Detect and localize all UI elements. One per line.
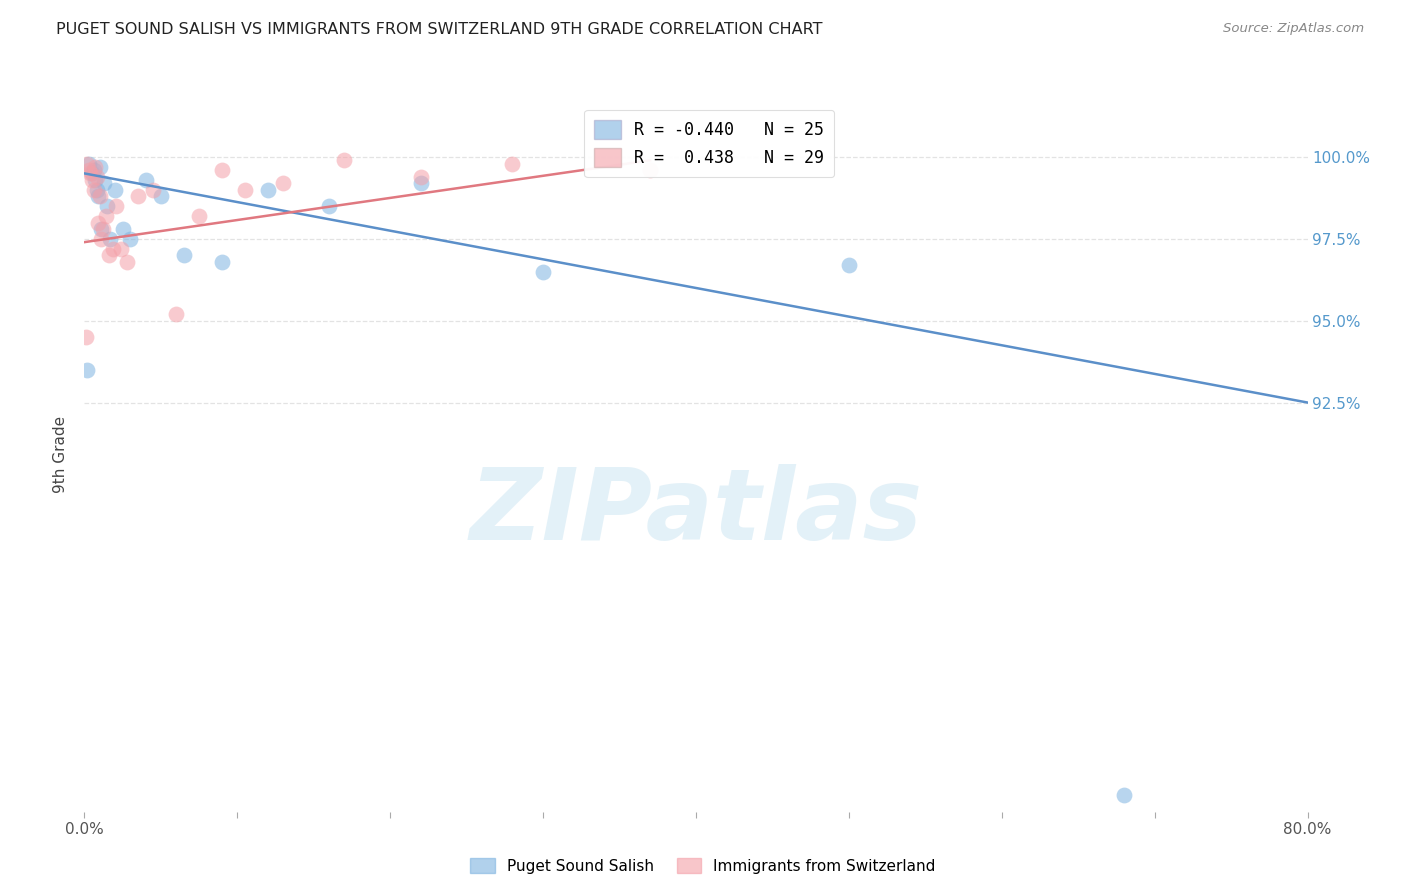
Point xyxy=(89,160,111,174)
Point xyxy=(104,183,127,197)
Legend: Puget Sound Salish, Immigrants from Switzerland: Puget Sound Salish, Immigrants from Swit… xyxy=(464,852,942,880)
Point xyxy=(96,199,118,213)
Point xyxy=(233,183,256,197)
Text: PUGET SOUND SALISH VS IMMIGRANTS FROM SWITZERLAND 9TH GRADE CORRELATION CHART: PUGET SOUND SALISH VS IMMIGRANTS FROM SW… xyxy=(56,22,823,37)
Point xyxy=(120,232,142,246)
Point xyxy=(409,176,432,190)
Legend: R = -0.440   N = 25, R =  0.438   N = 29: R = -0.440 N = 25, R = 0.438 N = 29 xyxy=(585,110,834,177)
Point xyxy=(409,169,432,184)
Point xyxy=(84,160,107,174)
Point xyxy=(149,189,172,203)
Point xyxy=(105,199,128,213)
Point xyxy=(90,222,112,236)
Point xyxy=(127,189,149,203)
Point xyxy=(86,169,108,184)
Point xyxy=(80,166,103,180)
Y-axis label: 9th Grade: 9th Grade xyxy=(53,417,69,493)
Point xyxy=(97,248,120,262)
Text: Source: ZipAtlas.com: Source: ZipAtlas.com xyxy=(1223,22,1364,36)
Point xyxy=(87,215,110,229)
Point xyxy=(98,232,121,246)
Point xyxy=(86,183,108,197)
Point xyxy=(89,189,111,203)
Point xyxy=(333,153,356,168)
Point xyxy=(83,183,105,197)
Point xyxy=(638,163,661,178)
Point xyxy=(257,183,280,197)
Point xyxy=(90,232,112,246)
Point xyxy=(75,330,97,344)
Point xyxy=(188,209,211,223)
Point xyxy=(135,173,157,187)
Text: ZIPatlas: ZIPatlas xyxy=(470,464,922,560)
Point xyxy=(91,222,114,236)
Point xyxy=(94,209,117,223)
Point xyxy=(211,254,233,268)
Point xyxy=(110,242,132,256)
Point xyxy=(211,163,233,178)
Point xyxy=(79,166,101,180)
Point xyxy=(77,163,100,178)
Point xyxy=(80,173,103,187)
Point xyxy=(271,176,294,190)
Point xyxy=(76,363,98,377)
Point xyxy=(531,264,554,278)
Point xyxy=(838,258,860,272)
Point xyxy=(502,156,524,170)
Point xyxy=(83,163,105,178)
Point xyxy=(84,173,107,187)
Point xyxy=(87,189,110,203)
Point xyxy=(93,176,115,190)
Point xyxy=(115,254,138,268)
Point xyxy=(142,183,165,197)
Point xyxy=(111,222,134,236)
Point xyxy=(165,307,187,321)
Point xyxy=(173,248,195,262)
Point xyxy=(318,199,340,213)
Point xyxy=(76,156,98,170)
Point xyxy=(77,156,100,170)
Point xyxy=(103,242,125,256)
Point xyxy=(1114,789,1136,803)
